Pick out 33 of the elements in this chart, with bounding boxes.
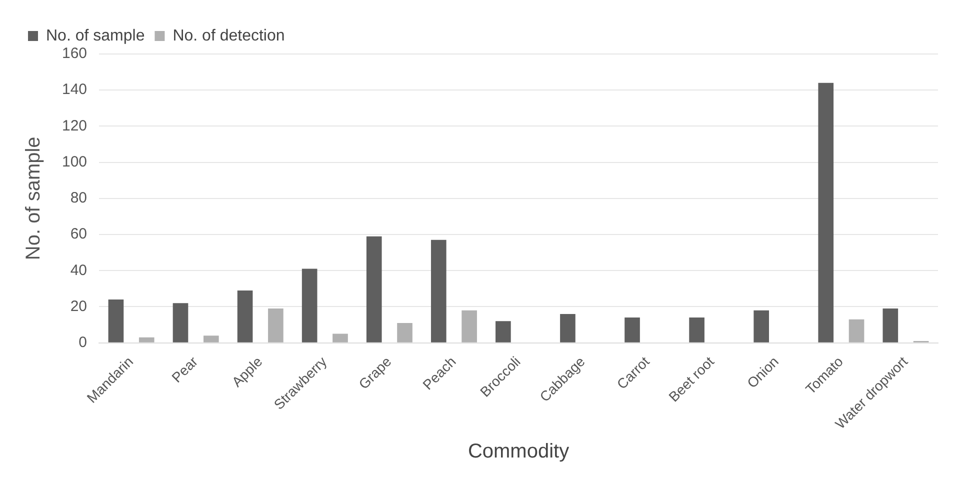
bar bbox=[560, 314, 576, 342]
bar bbox=[689, 318, 704, 342]
bar bbox=[818, 82, 834, 342]
bar bbox=[754, 310, 769, 342]
bar bbox=[848, 319, 864, 342]
y-tick-label: 80 bbox=[70, 190, 88, 207]
y-tick-label: 60 bbox=[70, 226, 88, 243]
bar bbox=[332, 334, 348, 342]
bar bbox=[237, 290, 253, 342]
bar bbox=[430, 240, 446, 342]
bar bbox=[462, 310, 477, 342]
y-tick-label: 0 bbox=[78, 334, 88, 351]
y-tick-label: 40 bbox=[70, 262, 88, 279]
bar bbox=[624, 318, 640, 342]
bar bbox=[302, 268, 318, 342]
bar bbox=[397, 322, 412, 342]
bar bbox=[882, 308, 898, 342]
legend-label: No. of detection bbox=[172, 27, 285, 44]
y-tick-label: 140 bbox=[62, 81, 88, 98]
y-tick-label: 160 bbox=[62, 45, 88, 62]
bar bbox=[496, 321, 511, 342]
x-axis-title: Commodity bbox=[468, 440, 570, 463]
bar bbox=[268, 308, 284, 342]
y-axis-title: No. of sample bbox=[22, 136, 45, 260]
bar bbox=[138, 337, 154, 342]
legend-label: No. of sample bbox=[46, 27, 145, 44]
bar bbox=[108, 300, 124, 342]
y-tick-label: 100 bbox=[62, 153, 88, 170]
bar bbox=[366, 236, 382, 342]
bar bbox=[203, 336, 219, 342]
y-tick-label: 120 bbox=[62, 117, 88, 134]
y-tick-label: 20 bbox=[70, 298, 88, 315]
bar bbox=[172, 303, 188, 342]
